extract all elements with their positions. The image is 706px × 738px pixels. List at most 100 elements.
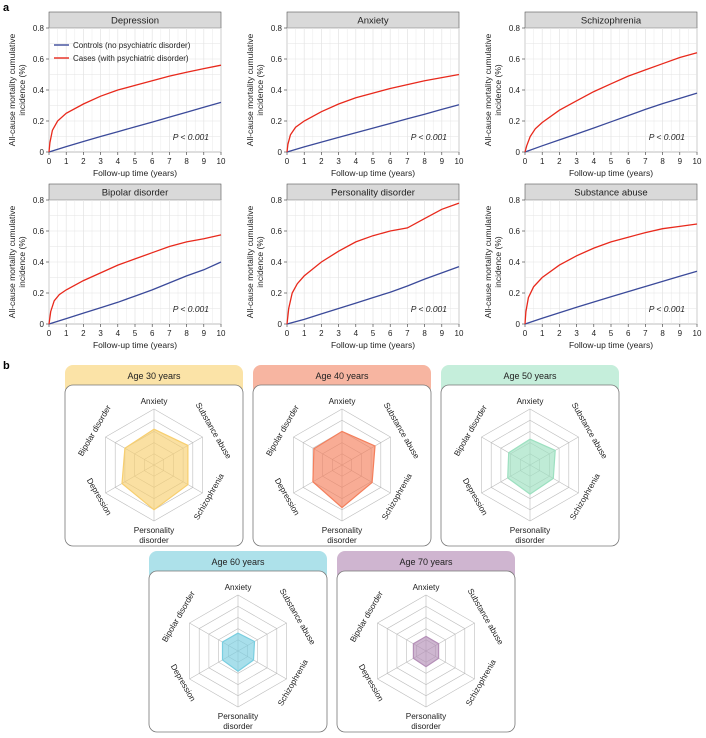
y-tick-label: 0.6 [33,227,45,236]
radar-title: Age 50 years [503,371,557,381]
x-tick-label: 10 [455,157,464,166]
x-tick-label: 6 [388,157,393,166]
x-tick-label: 2 [319,157,324,166]
x-tick-label: 6 [626,329,631,338]
legend-controls-label: Controls (no psychiatric disorder) [73,41,191,50]
x-tick-label: 7 [167,329,172,338]
x-tick-label: 7 [643,157,648,166]
axis-label-personality-disorder: Personality disorder [134,526,175,545]
x-tick-label: 10 [455,329,464,338]
x-tick-label: 0 [47,329,52,338]
y-tick-label: 0.8 [509,196,521,205]
p-value-annotation: P < 0.001 [649,304,686,314]
y-axis-title-line2: incidence (%) [17,64,27,116]
p-value-annotation: P < 0.001 [649,132,686,142]
y-tick-label: 0.6 [509,227,521,236]
x-tick-label: 2 [557,329,562,338]
facet-title: Depression [111,16,159,27]
p-value-annotation: P < 0.001 [173,132,210,142]
x-tick-label: 6 [150,157,155,166]
y-axis-title-line2: incidence (%) [255,236,265,288]
x-tick-label: 4 [116,157,121,166]
x-tick-label: 5 [609,329,614,338]
x-tick-label: 0 [523,157,528,166]
controls-line [48,101,222,153]
legend: Controls (no psychiatric disorder) Cases … [54,41,191,63]
x-tick-label: 4 [592,329,597,338]
y-tick-label: 0 [516,320,521,329]
axis-label-personality-disorder: Personality disorder [406,712,447,731]
x-tick-label: 9 [202,329,207,338]
y-tick-label: 0.4 [271,86,283,95]
x-axis-title: Follow-up time (years) [569,168,653,178]
x-tick-label: 6 [388,329,393,338]
axis-label-personality-disorder: Personality disorder [510,526,551,545]
y-tick-label: 0 [516,148,521,157]
p-value-annotation: P < 0.001 [411,304,448,314]
chart-substance-abuse: Substance abuse 0 1 2 3 4 5 6 7 8 9 10 0 0.2 0.4 0.6 0.8… [483,183,702,350]
y-axis-title-line2: incidence (%) [493,236,503,288]
x-tick-label: 1 [540,329,545,338]
axis-label-anxiety: Anxiety [225,583,253,592]
x-tick-label: 10 [693,157,702,166]
chart-depression: Depression 0 1 2 3 4 5 6 7 8 9 10 0 0.2 0.4 0.6 0.8 Follo… [7,11,226,178]
x-tick-label: 1 [64,329,69,338]
radar-title: Age 60 years [211,557,265,567]
x-tick-label: 10 [217,329,226,338]
y-axis-title-line1: All-cause mortality cumulative [245,206,255,319]
y-tick-label: 0.2 [33,289,45,298]
axis-label-personality-disorder: Personality disorder [322,526,363,545]
x-tick-label: 1 [64,157,69,166]
x-tick-label: 9 [440,329,445,338]
cases-line [286,202,460,325]
x-tick-label: 5 [609,157,614,166]
y-tick-label: 0.4 [33,86,45,95]
x-tick-label: 9 [678,329,683,338]
y-axis-title-line2: incidence (%) [17,236,27,288]
y-axis-title-line1: All-cause mortality cumulative [483,206,493,319]
cases-line [524,223,698,325]
panel-a-label: a [3,2,10,14]
legend-cases-label: Cases (with psychiatric disorder) [73,54,189,63]
x-tick-label: 3 [336,329,341,338]
y-axis-title-line2: incidence (%) [493,64,503,116]
x-tick-label: 5 [133,329,138,338]
cases-line [524,52,698,153]
x-tick-label: 1 [540,157,545,166]
cases-line [48,234,222,325]
y-tick-label: 0.8 [509,24,521,33]
y-tick-label: 0.4 [509,86,521,95]
y-tick-label: 0.8 [271,24,283,33]
y-axis-title-line2: incidence (%) [255,64,265,116]
radar-data-polygon [312,430,376,509]
y-axis-title-line1: All-cause mortality cumulative [7,206,17,319]
axis-label-anxiety: Anxiety [141,397,169,406]
chart-personality-disorder: Personality disorder 0 1 2 3 4 5 6 7 8 9 10 0 0.2 0.4 0… [245,183,464,350]
y-tick-label: 0 [40,320,45,329]
x-tick-label: 6 [626,157,631,166]
chart-schizophrenia: Schizophrenia 0 1 2 3 4 5 6 7 8 9 10 0 0.2 0.4 0.6 0.8 Fo… [483,11,702,178]
x-tick-label: 4 [592,157,597,166]
radar-data-polygon [221,632,256,672]
x-tick-label: 5 [133,157,138,166]
x-axis-title: Follow-up time (years) [331,340,415,350]
y-tick-label: 0.6 [271,55,283,64]
controls-line [524,92,698,153]
axis-label-personality-disorder: Personality disorder [218,712,259,731]
x-tick-label: 7 [405,329,410,338]
radar-data-polygon [412,635,440,668]
y-tick-label: 0 [278,320,283,329]
p-value-annotation: P < 0.001 [411,132,448,142]
x-tick-label: 4 [354,329,359,338]
x-tick-label: 9 [202,157,207,166]
controls-line [286,265,460,325]
x-tick-label: 3 [98,157,103,166]
facet-title: Substance abuse [574,188,647,199]
y-tick-label: 0.2 [33,117,45,126]
